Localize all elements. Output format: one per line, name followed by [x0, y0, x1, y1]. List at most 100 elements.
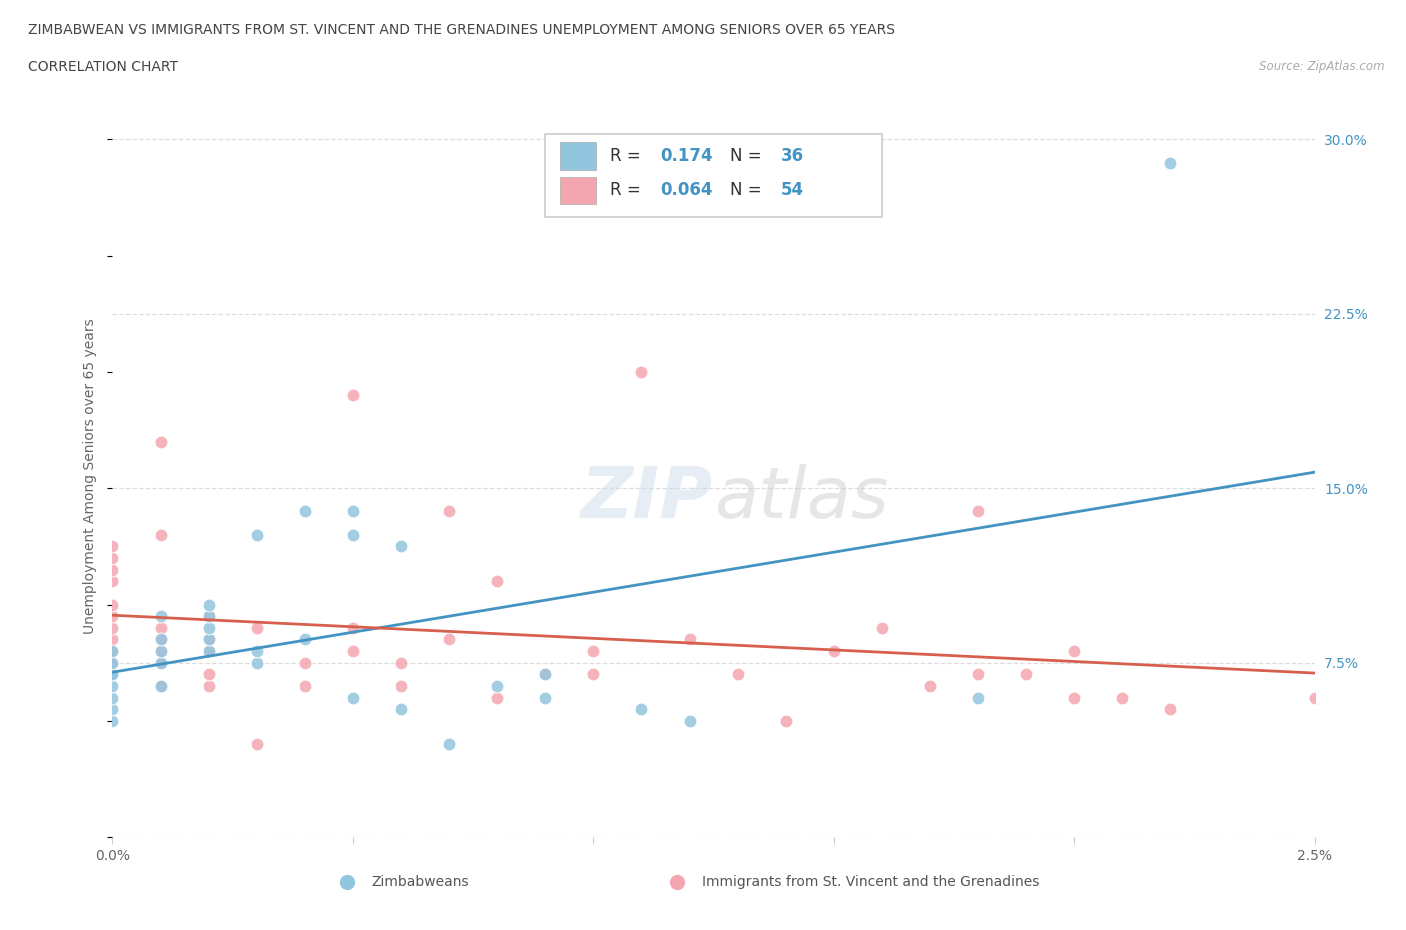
Point [967, 690, 990, 705]
Text: N =: N = [730, 147, 768, 165]
Point [437, 737, 460, 751]
Point [1303, 690, 1326, 705]
Point [246, 644, 269, 658]
Point [1063, 690, 1085, 705]
Point [582, 667, 605, 682]
Point [197, 632, 219, 647]
Point [149, 620, 172, 635]
Point [101, 597, 124, 612]
FancyBboxPatch shape [560, 177, 596, 205]
Point [1159, 702, 1181, 717]
Text: atlas: atlas [713, 464, 889, 533]
Point [149, 656, 172, 671]
Point [101, 702, 124, 717]
Point [101, 551, 124, 565]
Point [197, 609, 219, 624]
Point [630, 702, 652, 717]
Point [389, 679, 412, 694]
Point [197, 644, 219, 658]
Point [918, 679, 941, 694]
Point [246, 737, 269, 751]
Point [149, 644, 172, 658]
Point [486, 679, 509, 694]
Point [101, 667, 124, 682]
Point [294, 656, 316, 671]
Point [101, 574, 124, 589]
Point [389, 656, 412, 671]
Point [246, 527, 269, 542]
Point [101, 644, 124, 658]
Point [197, 597, 219, 612]
Text: 36: 36 [780, 147, 804, 165]
Point [294, 504, 316, 519]
Text: ZIP: ZIP [581, 464, 713, 533]
Point [101, 667, 124, 682]
Point [101, 656, 124, 671]
Text: ZIMBABWEAN VS IMMIGRANTS FROM ST. VINCENT AND THE GRENADINES UNEMPLOYMENT AMONG : ZIMBABWEAN VS IMMIGRANTS FROM ST. VINCEN… [28, 23, 896, 37]
Point [630, 365, 652, 379]
Text: R =: R = [610, 147, 647, 165]
Point [823, 644, 845, 658]
Point [197, 679, 219, 694]
Point [149, 632, 172, 647]
FancyBboxPatch shape [560, 142, 596, 169]
Point [246, 620, 269, 635]
Text: 0.174: 0.174 [661, 147, 713, 165]
Point [342, 504, 364, 519]
Point [149, 632, 172, 647]
Point [149, 679, 172, 694]
Point [775, 713, 797, 728]
Point [149, 609, 172, 624]
Point [1063, 644, 1085, 658]
Point [342, 388, 364, 403]
Text: CORRELATION CHART: CORRELATION CHART [28, 60, 179, 74]
Point [149, 679, 172, 694]
Point [246, 656, 269, 671]
Point [534, 667, 557, 682]
Point [101, 713, 124, 728]
Point [342, 527, 364, 542]
Point [1111, 690, 1133, 705]
Text: N =: N = [730, 181, 768, 200]
Point [101, 620, 124, 635]
Point [197, 632, 219, 647]
Point [437, 632, 460, 647]
Point [101, 632, 124, 647]
Point [294, 679, 316, 694]
Point [342, 690, 364, 705]
Point [389, 702, 412, 717]
Point [342, 620, 364, 635]
Point [197, 620, 219, 635]
Point [101, 539, 124, 554]
Point [342, 644, 364, 658]
Point [101, 609, 124, 624]
Point [101, 679, 124, 694]
Point [101, 690, 124, 705]
Point [149, 434, 172, 449]
Text: Zimbabweans: Zimbabweans [371, 875, 468, 889]
Point [389, 539, 412, 554]
Point [678, 632, 700, 647]
Point [534, 667, 557, 682]
Text: Source: ZipAtlas.com: Source: ZipAtlas.com [1260, 60, 1385, 73]
Point [870, 620, 893, 635]
Point [437, 504, 460, 519]
Point [149, 644, 172, 658]
Text: 54: 54 [780, 181, 804, 200]
Point [534, 690, 557, 705]
Point [101, 667, 124, 682]
Point [486, 574, 509, 589]
Text: R =: R = [610, 181, 647, 200]
Point [294, 632, 316, 647]
Point [101, 562, 124, 577]
Point [149, 527, 172, 542]
Point [967, 667, 990, 682]
Point [582, 644, 605, 658]
Text: Immigrants from St. Vincent and the Grenadines: Immigrants from St. Vincent and the Gren… [702, 875, 1039, 889]
Point [486, 690, 509, 705]
Point [678, 713, 700, 728]
Point [967, 504, 990, 519]
Point [1159, 155, 1181, 170]
Point [101, 656, 124, 671]
Point [149, 656, 172, 671]
